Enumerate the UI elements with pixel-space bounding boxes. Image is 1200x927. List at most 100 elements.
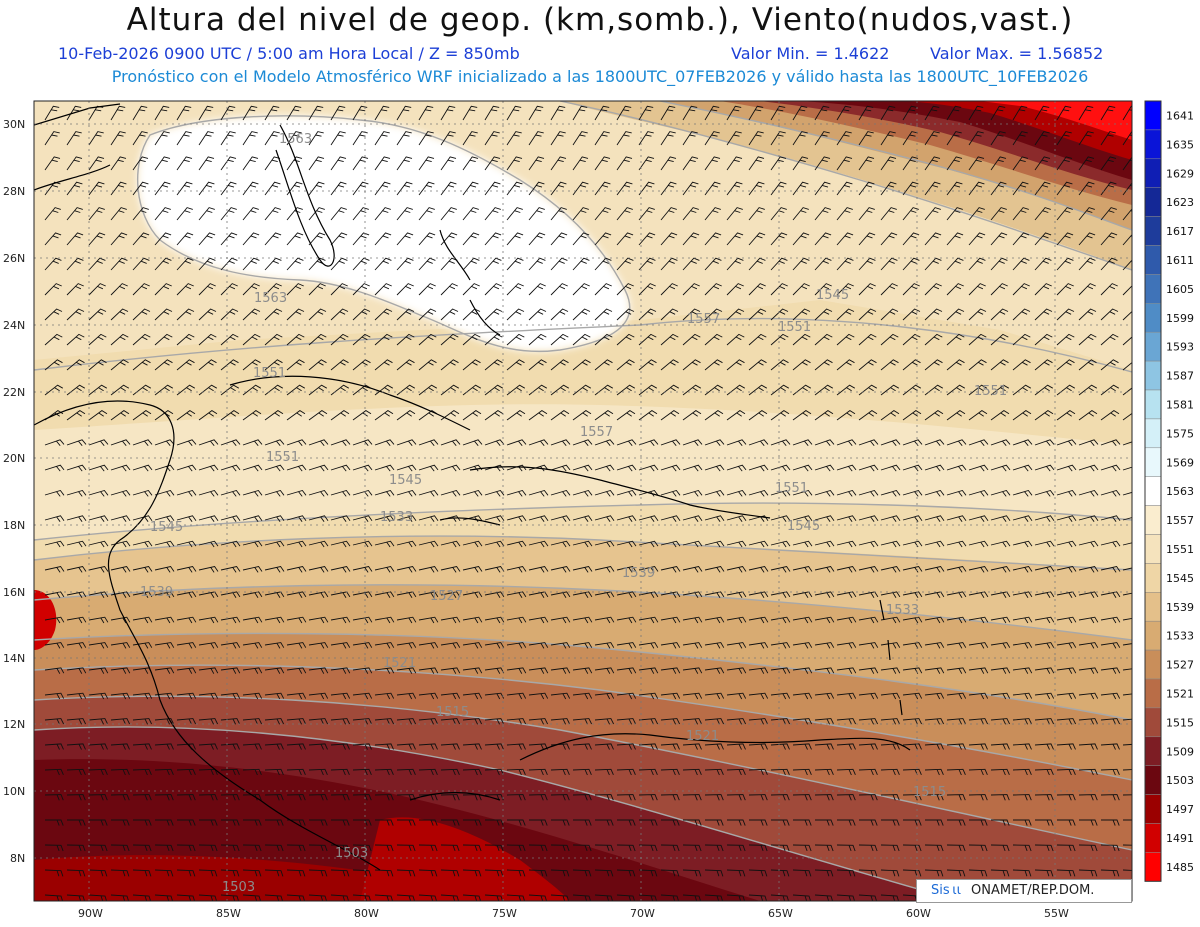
wind-barb [396,768,416,776]
wind-barb [550,794,570,801]
wind-barb [330,718,351,725]
wind-barb [154,384,174,396]
wind-barb [1100,794,1120,801]
wind-barb [418,105,434,121]
wind-barb [858,156,875,171]
wind-barb [286,257,304,271]
contour-label: 1545 [389,473,422,488]
wind-barb [616,667,637,674]
wind-barb [264,642,285,649]
wind-barb [352,439,373,446]
wind-barb [660,439,681,446]
wind-barb [858,489,879,497]
wind-barb [836,515,857,522]
wind-barb [616,642,637,649]
wind-barb [1100,464,1121,472]
wind-barb [352,667,373,674]
wind-barb [616,232,634,246]
wind-barb [88,743,108,750]
wind-barb [44,667,65,674]
wind-barb [154,105,170,121]
wind-barb [748,718,769,725]
wind-barb [110,333,129,346]
wind-barb [594,642,615,649]
wind-barb [308,768,328,776]
wind-barb [704,565,725,573]
wind-barb [176,308,195,321]
wind-barb [858,768,878,776]
wind-barb [616,565,637,573]
wind-barb [946,181,963,196]
wind-barb [88,616,109,624]
wind-barb [220,667,241,674]
wind-barb [198,718,219,725]
wind-barb [66,794,86,801]
wind-barb [792,489,813,497]
wind-barb [1012,718,1033,725]
wind-barb [683,819,702,826]
wind-barb [528,410,548,421]
wind-barb [176,667,197,674]
wind-barb [990,565,1011,573]
wind-barb [132,105,148,121]
wind-barb [242,131,258,146]
wind-barb [110,692,131,700]
wind-barb [264,232,282,246]
wind-barb [44,743,64,750]
wind-barb [1034,794,1054,801]
contour-label: 1551 [266,450,299,465]
wind-barb [110,844,130,852]
lat-label: 20N [3,452,25,465]
wind-barb [814,359,833,371]
wind-barb [110,565,131,573]
wind-barb [990,794,1010,801]
wind-barb [1122,869,1132,871]
wind-barb [770,439,791,446]
wind-barb [902,359,921,371]
wind-barb [242,384,262,396]
wind-barb [374,439,395,446]
wind-barb [1056,565,1077,573]
wind-barb [792,844,812,852]
wind-barb [814,642,835,649]
wind-barb [418,844,438,852]
wind-barb [286,565,307,573]
wind-barb [880,105,896,121]
colorbar-label: 1641 [1166,109,1194,122]
wind-barb [748,667,769,674]
wind-barb [154,616,175,624]
wind-barb [858,359,877,371]
model-info-label: Pronóstico con el Modelo Atmosférico WRF… [111,67,1089,86]
wind-barb [946,410,966,421]
wind-barb [1056,464,1077,472]
wind-barb [66,743,86,750]
wind-barb [462,410,482,421]
wind-barb [1034,207,1051,221]
wind-barb [375,819,394,826]
lat-label: 10N [3,785,25,798]
wind-barb [528,667,549,674]
wind-barb [594,308,613,321]
wind-barb [572,333,591,346]
wind-barb [946,207,963,221]
wind-barb [308,410,328,421]
wind-barb [1122,794,1132,796]
wind-barb [66,489,87,497]
wind-barb [264,718,285,725]
wind-barb [572,667,593,674]
wind-barb [770,489,791,497]
lon-label: 90W [78,907,103,920]
colorbar-swatch [1144,765,1162,795]
wind-barb [1056,105,1072,121]
wind-barb [374,515,395,522]
wind-barb [220,410,240,421]
colorbar-swatch [1144,389,1162,420]
wind-barb [220,131,236,146]
wind-barb [616,156,633,171]
wind-barb [242,692,263,700]
wind-barb [968,844,988,852]
wind-barb [110,131,126,146]
wind-barb [1012,540,1033,548]
wind-barb [836,540,857,548]
wind-barb [286,105,302,121]
